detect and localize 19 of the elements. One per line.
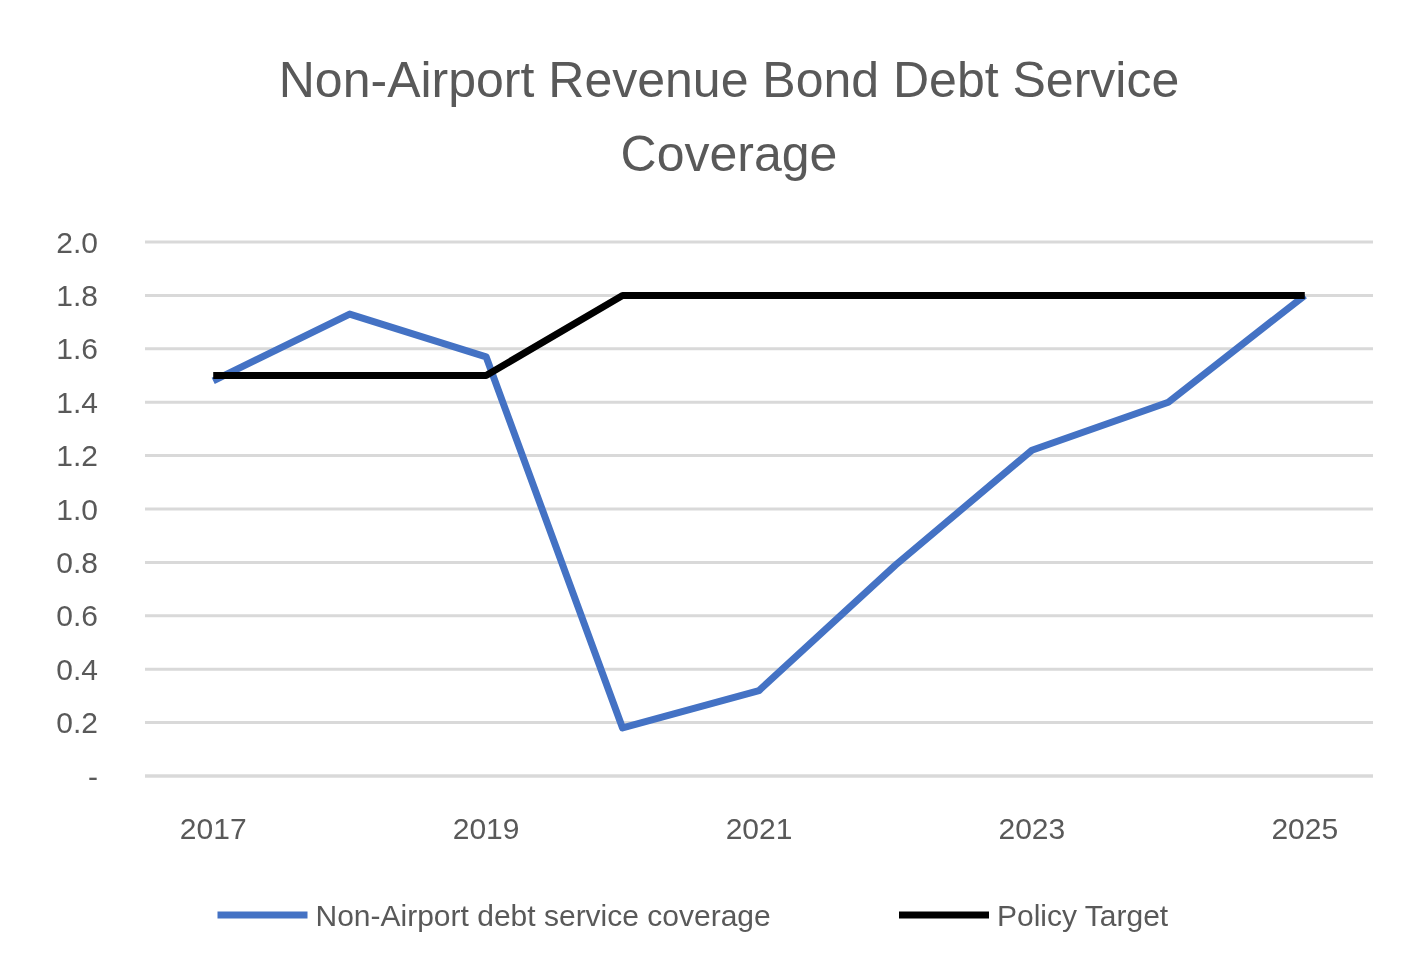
x-tick-label: 2017 xyxy=(179,811,247,845)
y-tick-label: 1.2 xyxy=(56,439,98,473)
x-tick-label: 2023 xyxy=(998,811,1066,845)
x-tick-label: 2021 xyxy=(725,811,793,845)
y-tick-label: 0.2 xyxy=(56,706,98,740)
legend-label: Policy Target xyxy=(997,898,1169,932)
chart-title: Non-Airport Revenue Bond Debt Service Coverage xyxy=(278,52,1180,182)
y-tick-label: 1.0 xyxy=(56,492,98,526)
legend-label: Non-Airport debt service coverage xyxy=(315,898,771,932)
y-tick-label: 0.8 xyxy=(56,545,98,579)
x-tick-label: 2025 xyxy=(1271,811,1339,845)
y-tick-label: 1.6 xyxy=(56,332,98,366)
y-tick-label: 1.8 xyxy=(56,278,98,312)
y-tick-label: 2.0 xyxy=(56,225,98,259)
y-tick-label: 1.4 xyxy=(56,385,98,419)
y-tick-label: 0.4 xyxy=(56,652,98,686)
y-tick-label: 0.6 xyxy=(56,599,98,633)
x-tick-label: 2019 xyxy=(452,811,520,845)
y-tick-label: - xyxy=(88,759,98,793)
